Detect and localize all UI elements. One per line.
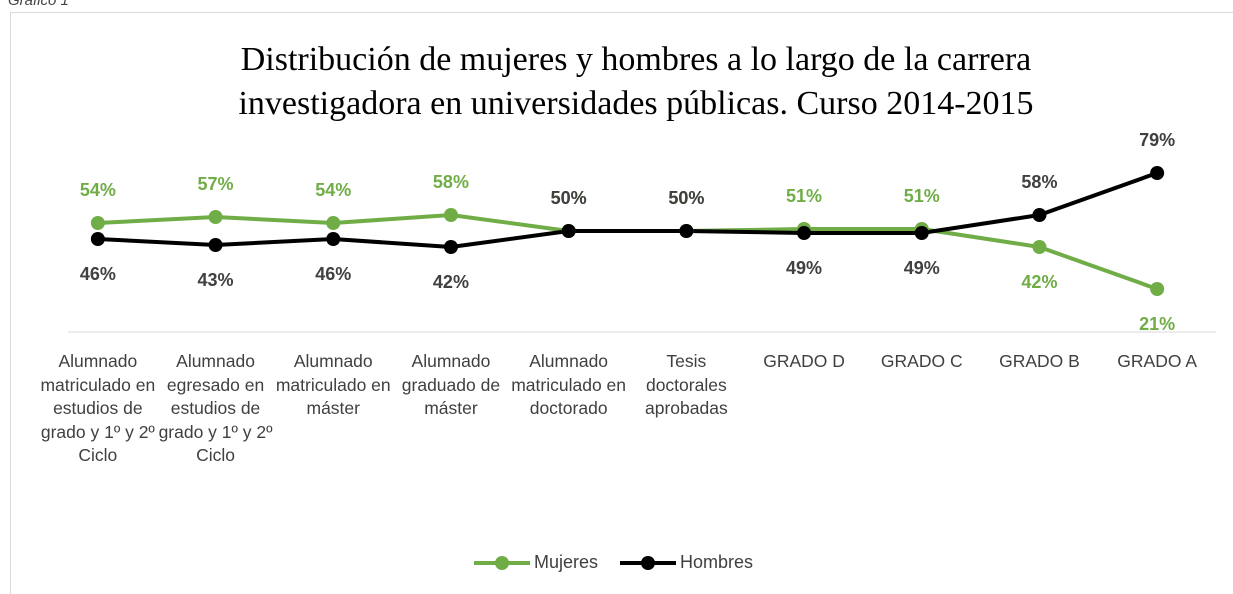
legend-label: Mujeres <box>534 552 598 572</box>
data-label: 49% <box>786 258 822 278</box>
data-label: 51% <box>904 186 940 206</box>
marker <box>1150 282 1165 296</box>
x-tick-label: Tesis doctorales aprobadas <box>644 351 728 418</box>
chart-title: Distribución de mujeres y hombres a lo l… <box>238 41 1034 122</box>
series-line <box>97 213 1158 291</box>
data-label: 79% <box>1139 130 1175 150</box>
marker <box>679 224 694 238</box>
marker <box>90 232 105 246</box>
caption: Gráfico 1 <box>8 0 69 9</box>
data-label: 49% <box>904 258 940 278</box>
marker <box>1032 240 1047 254</box>
x-tick-label: GRADO C <box>880 351 963 371</box>
data-label: 21% <box>1139 314 1175 334</box>
legend-marker <box>641 556 655 570</box>
marker <box>443 208 458 222</box>
x-tick-label: GRADO B <box>999 351 1080 371</box>
marker <box>561 224 576 238</box>
marker <box>208 210 223 224</box>
data-label: 46% <box>80 264 116 284</box>
legend-label: Hombres <box>680 552 753 572</box>
x-tick-label: GRADO A <box>1117 351 1198 371</box>
legend-marker <box>495 556 509 570</box>
x-tick-label: Alumnado graduado de máster <box>401 351 501 418</box>
data-label: 43% <box>198 270 234 290</box>
data-label: 50% <box>668 188 704 208</box>
data-label: 50% <box>551 188 587 208</box>
marker <box>326 216 341 230</box>
data-label: 50% <box>551 188 587 208</box>
marker <box>90 216 105 230</box>
data-label: 42% <box>433 272 469 292</box>
marker <box>1150 166 1165 180</box>
x-tick-label: Alumnado egresado en estudios de grado y… <box>158 351 273 465</box>
data-label: 54% <box>315 180 351 200</box>
x-tick-label: Alumnado matriculado en estudios de grad… <box>40 351 156 465</box>
x-tick-label: GRADO D <box>763 351 845 371</box>
chart-border <box>10 12 1233 594</box>
data-label: 46% <box>315 264 351 284</box>
marker <box>443 240 458 254</box>
data-label: 54% <box>80 180 116 200</box>
data-label: 51% <box>786 186 822 206</box>
data-label: 42% <box>1021 272 1057 292</box>
marker <box>1032 208 1047 222</box>
data-label: 50% <box>668 188 704 208</box>
series-line <box>97 171 1158 249</box>
marker <box>797 226 812 240</box>
marker <box>326 232 341 246</box>
data-label: 58% <box>433 172 469 192</box>
x-tick-label: Alumnado matriculado en máster <box>275 351 391 418</box>
marker <box>208 238 223 252</box>
data-label: 57% <box>198 174 234 194</box>
x-tick-label: Alumnado matriculado en doctorado <box>511 351 627 418</box>
marker <box>914 226 929 240</box>
data-label: 58% <box>1021 172 1057 192</box>
